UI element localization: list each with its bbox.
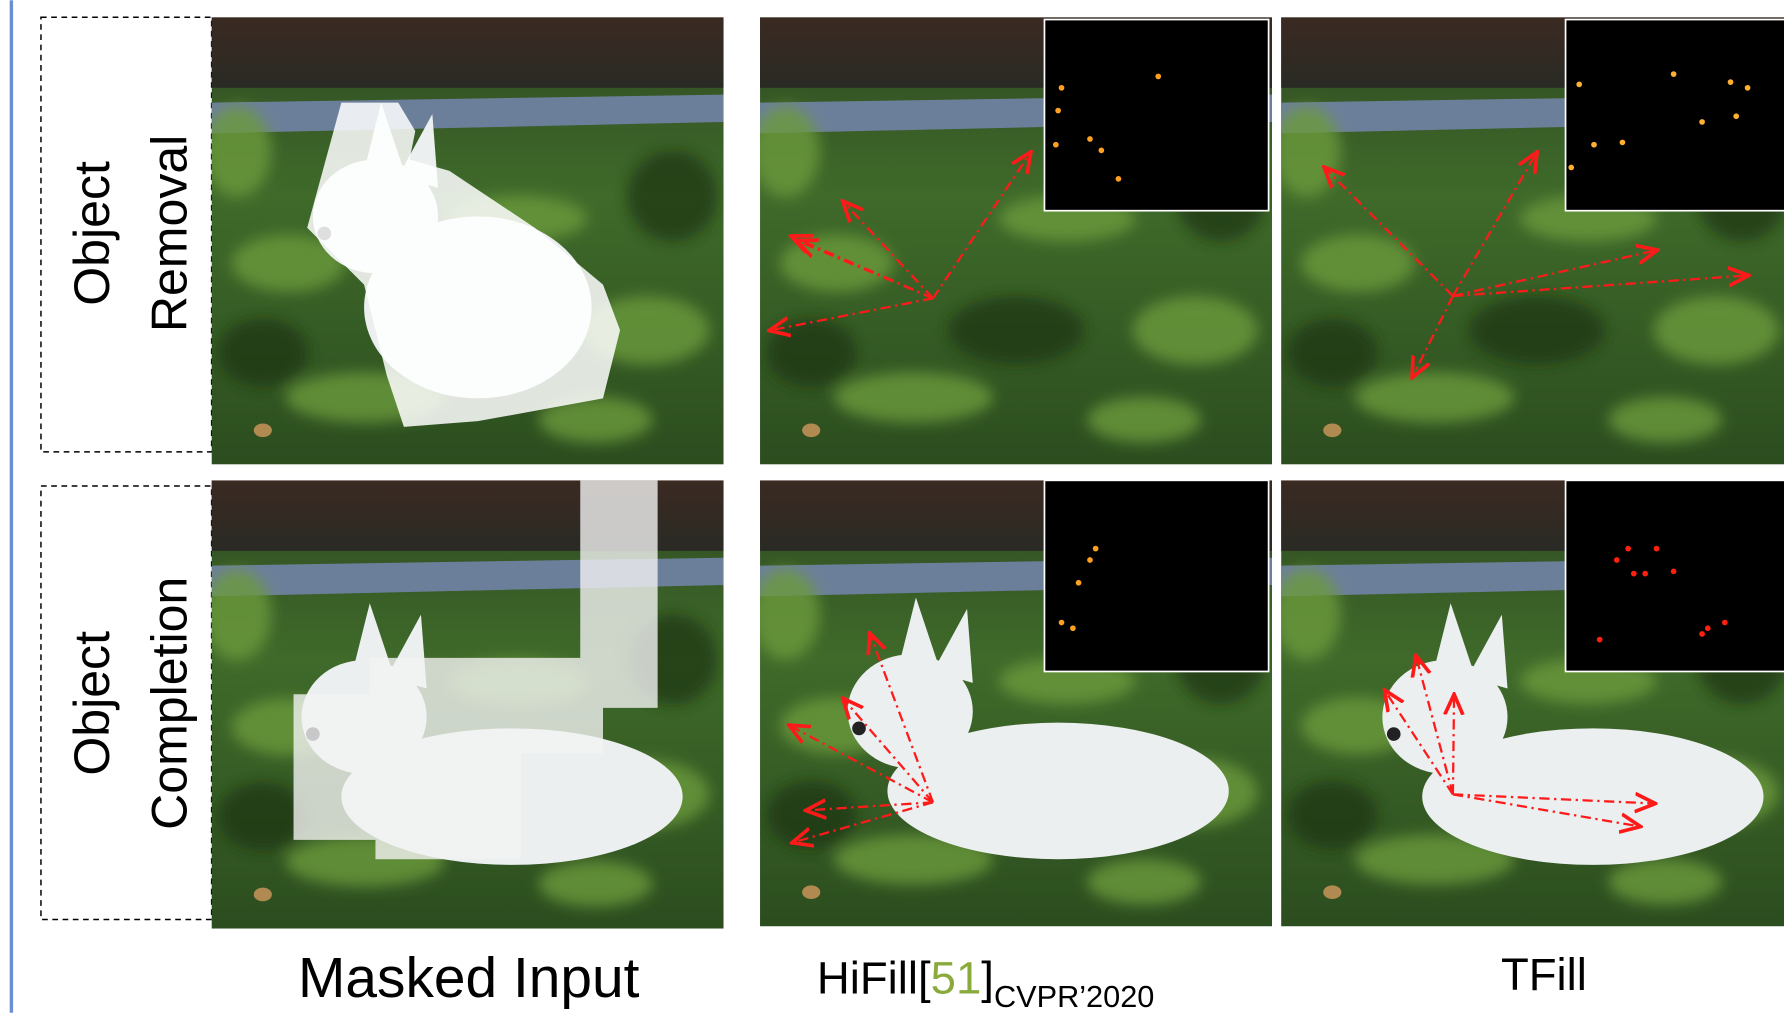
leaf: [802, 885, 820, 899]
attention-spot: [1597, 637, 1603, 643]
sunlit-patch: [751, 569, 819, 660]
attention-spot: [1053, 142, 1059, 148]
attention-spot: [1614, 557, 1620, 563]
attention-map: [1044, 480, 1268, 671]
attention-spot: [1591, 142, 1597, 148]
sunlit-patch: [1087, 397, 1201, 443]
shade-patch: [1469, 296, 1606, 364]
sunlit-patch: [780, 235, 894, 292]
dog-nose: [852, 722, 866, 736]
photo: [203, 480, 724, 928]
attention-spot: [1059, 620, 1065, 626]
attention-spot: [1699, 631, 1705, 637]
shade-patch: [1287, 781, 1378, 849]
attention-map: [1566, 480, 1784, 671]
sunlit-patch: [1273, 106, 1341, 197]
attention-spot: [1699, 119, 1705, 125]
row-label: Object: [64, 631, 120, 776]
leaf: [254, 888, 272, 902]
attention-spot: [1625, 546, 1631, 552]
photo: [203, 17, 724, 464]
attention-map: [1566, 20, 1784, 211]
sunlit-patch: [1355, 372, 1514, 422]
attention-spot: [1568, 165, 1574, 171]
attention-spot: [1642, 571, 1648, 577]
sunlit-patch: [1654, 296, 1779, 364]
attention-spot: [1070, 625, 1076, 631]
sunlit-patch: [539, 861, 653, 907]
method-name: HiFill: [817, 952, 918, 1003]
sunlit-patch: [203, 569, 271, 660]
leaf: [1323, 885, 1341, 899]
attention-spot: [1722, 620, 1728, 626]
attention-spot: [1671, 569, 1677, 575]
ref-number: 51: [931, 952, 982, 1003]
attention-spot: [1705, 625, 1711, 631]
row-label: Object: [64, 161, 120, 306]
image-grid: [203, 17, 1784, 928]
page: Object Removal Object Completion Masked …: [0, 0, 1784, 1013]
leaf: [1323, 423, 1341, 437]
sunlit-patch: [1133, 296, 1258, 364]
attention-spot: [1728, 79, 1734, 85]
attention-spot: [1076, 580, 1082, 586]
ref-bracket: ]: [981, 952, 994, 1003]
column-caption: TFill: [1501, 949, 1587, 1000]
row-label: Removal: [142, 135, 198, 332]
attention-spot: [1620, 140, 1626, 146]
shade-patch: [1287, 318, 1378, 386]
attention-spot: [1671, 71, 1677, 77]
sunlit-patch: [751, 106, 819, 197]
attention-spot: [1576, 82, 1582, 88]
attention-spot: [1631, 571, 1637, 577]
attention-spot: [1055, 108, 1061, 114]
attention-spot: [1155, 74, 1161, 80]
sunlit-patch: [1301, 235, 1415, 292]
attention-spot: [1059, 85, 1065, 91]
attention-spot: [1087, 557, 1093, 563]
figure: Object Removal Object Completion Masked …: [0, 0, 1784, 1013]
sunlit-patch: [834, 372, 993, 422]
attention-spot: [1087, 136, 1093, 142]
attention-spot: [1093, 546, 1099, 552]
shade-patch: [766, 781, 857, 849]
sunlit-patch: [1087, 859, 1201, 905]
sunlit-patch: [1273, 569, 1341, 660]
column-caption: Masked Input: [298, 947, 640, 1010]
leaf: [254, 423, 272, 437]
dog-nose: [1387, 727, 1401, 741]
attention-spot: [1733, 113, 1739, 119]
row-label: Completion: [142, 577, 198, 830]
attention-spot: [1654, 546, 1660, 552]
sunlit-patch: [1608, 397, 1722, 443]
sunlit-patch: [203, 106, 271, 197]
ref-bracket: [: [918, 952, 931, 1003]
venue: CVPR’2020: [994, 979, 1154, 1013]
attention-spot: [1099, 148, 1105, 154]
shade-patch: [627, 151, 718, 242]
attention-map: [1044, 20, 1268, 211]
shade-patch: [948, 296, 1085, 364]
fence: [212, 17, 724, 88]
column-caption: HiFill[51]CVPR’2020: [817, 952, 1154, 1013]
sunlit-patch: [1608, 859, 1722, 905]
attention-spot: [1745, 85, 1751, 91]
attention-spot: [1116, 176, 1122, 182]
shade-patch: [217, 318, 308, 386]
leaf: [802, 423, 820, 437]
